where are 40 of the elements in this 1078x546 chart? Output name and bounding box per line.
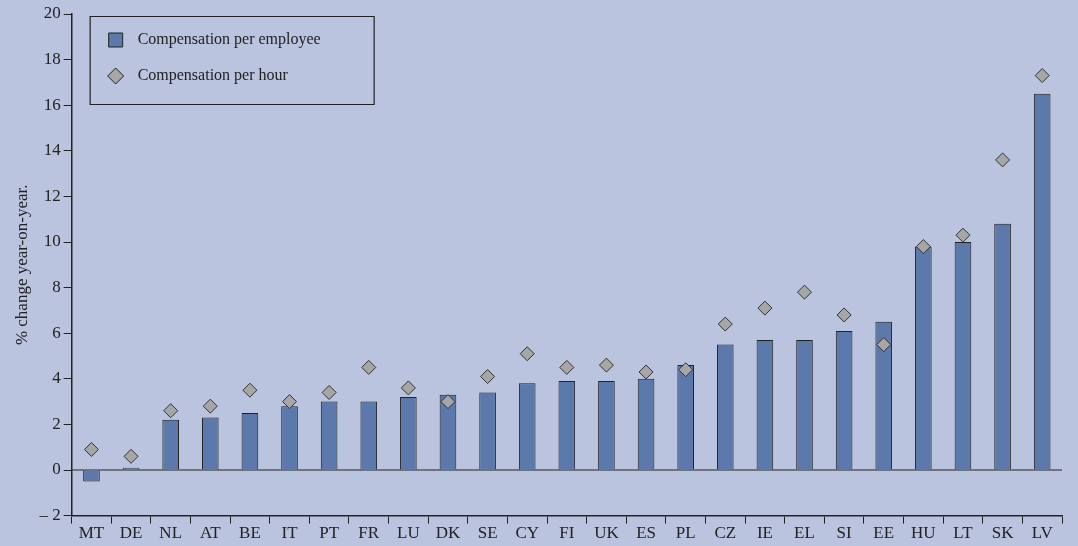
x-tick-label: IT: [281, 523, 299, 543]
x-tick-label: HU: [911, 523, 936, 543]
x-tick-label: FI: [559, 523, 575, 543]
x-tick-label: ES: [636, 523, 656, 543]
x-tick-label: LV: [1031, 523, 1054, 543]
x-tick-label: CY: [515, 523, 540, 543]
legend-label: Compensation per hour: [137, 66, 289, 85]
x-tick-label: CZ: [714, 523, 737, 543]
y-tick-label: 2: [52, 413, 61, 433]
y-tick-label: 4: [52, 368, 62, 388]
x-tick-label: EL: [794, 523, 815, 543]
y-tick-label: 12: [43, 185, 61, 205]
x-tick-label: MT: [78, 523, 105, 543]
y-tick-label: 14: [43, 140, 62, 160]
x-tick-label: FR: [358, 523, 380, 543]
legend-label: Compensation per employee: [137, 30, 321, 49]
x-tick-label: IE: [756, 523, 773, 543]
y-tick-label: 16: [43, 94, 61, 114]
y-tick-label: 0: [52, 459, 61, 479]
x-tick-label: PL: [675, 523, 696, 543]
x-tick-label: SE: [477, 523, 498, 543]
x-tick-label: AT: [199, 523, 222, 543]
x-tick-label: PT: [319, 523, 340, 543]
x-tick-label: NL: [159, 523, 183, 543]
x-tick-label: EE: [873, 523, 895, 543]
y-axis-title: % change year-on-year.: [11, 184, 31, 346]
x-tick-label: LT: [953, 523, 974, 543]
x-tick-label: DE: [119, 523, 143, 543]
y-tick-label: 18: [43, 49, 61, 69]
y-tick-label: 20: [43, 3, 61, 23]
y-tick-label: 6: [52, 322, 61, 342]
x-tick-label: UK: [594, 523, 620, 543]
x-tick-label: SI: [836, 523, 853, 543]
y-tick-label: – 2: [38, 505, 61, 525]
y-tick-label: 10: [43, 231, 61, 251]
y-tick-label: 8: [52, 277, 61, 297]
x-tick-label: SK: [991, 523, 1015, 543]
x-tick-label: LU: [397, 523, 420, 543]
x-tick-label: DK: [435, 523, 461, 543]
x-tick-label: BE: [239, 523, 261, 543]
